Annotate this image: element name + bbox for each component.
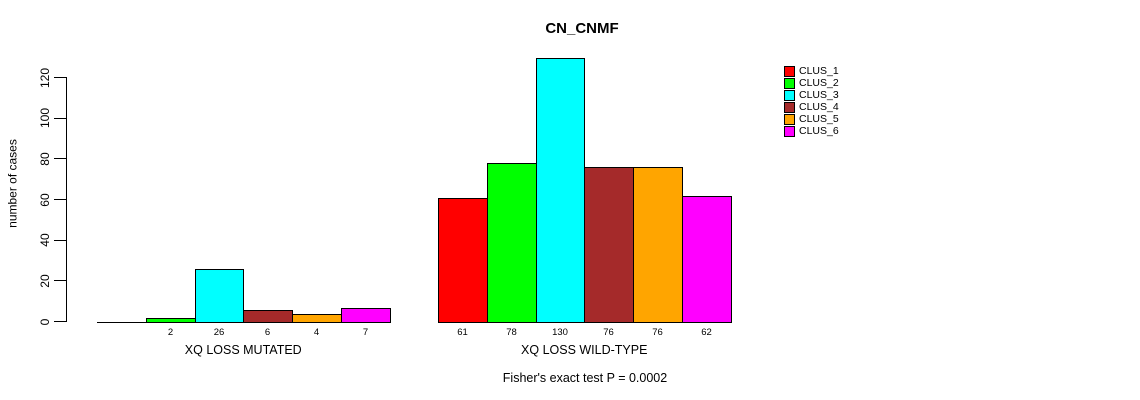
bar-value-label: 2 xyxy=(167,327,174,338)
bar-value-label: 7 xyxy=(362,327,369,338)
bar-value-label: 62 xyxy=(701,327,712,338)
clus_5-swatch-icon xyxy=(784,113,795,125)
bar-clus_3-group2 xyxy=(536,57,585,323)
y-tick-label: 40 xyxy=(38,233,52,247)
y-axis-tick xyxy=(53,199,67,200)
clus_4-swatch-icon xyxy=(784,101,795,113)
legend-label: CLUS_1 xyxy=(799,65,839,77)
y-axis-tick xyxy=(53,117,67,119)
clus_6-swatch-icon xyxy=(784,125,795,137)
legend-label: CLUS_5 xyxy=(799,113,839,125)
legend-item-clus_5: CLUS_5 xyxy=(784,113,839,125)
x-group-label-1: XQ LOSS MUTATED xyxy=(184,343,302,357)
bar-clus_5-group1 xyxy=(292,313,342,323)
y-tick-label: 80 xyxy=(38,152,52,166)
y-tick-label: 120 xyxy=(38,67,52,88)
bar-value-label: 4 xyxy=(313,327,320,338)
y-axis-tick xyxy=(53,321,67,322)
bar-clus_1-group1-zero xyxy=(97,321,147,323)
legend-label: CLUS_4 xyxy=(799,101,839,113)
legend-item-clus_3: CLUS_3 xyxy=(784,89,839,101)
clus_3-swatch-icon xyxy=(784,89,795,101)
bar-value-label: 76 xyxy=(603,327,614,338)
clus_1-swatch-icon xyxy=(784,65,795,77)
y-tick-label: 20 xyxy=(38,274,52,288)
bar-value-label: 78 xyxy=(506,327,517,338)
y-axis-tick xyxy=(53,77,67,78)
bar-clus_2-group1 xyxy=(146,317,196,323)
legend-label: CLUS_6 xyxy=(799,125,839,137)
legend-item-clus_4: CLUS_4 xyxy=(784,101,839,113)
x-group-label-2: XQ LOSS WILD-TYPE xyxy=(521,343,648,357)
y-tick-label: 60 xyxy=(38,192,52,207)
y-axis-tick xyxy=(53,239,67,241)
bar-clus_1-group2 xyxy=(438,197,488,323)
legend-item-clus_6: CLUS_6 xyxy=(784,125,839,137)
bar-clus_5-group2 xyxy=(633,166,683,323)
fisher-test-annotation: Fisher's exact test P = 0.0002 xyxy=(502,371,668,385)
bar-clus_2-group2 xyxy=(487,162,537,323)
y-axis-tick xyxy=(53,158,67,160)
legend-label: CLUS_2 xyxy=(799,77,839,89)
y-tick-label: 100 xyxy=(38,108,52,129)
legend: CLUS_1 CLUS_2 CLUS_3 CLUS_4 CLUS_5 CLUS_6 xyxy=(784,65,839,137)
y-axis-label: number of cases xyxy=(5,139,20,228)
legend-item-clus_1: CLUS_1 xyxy=(784,65,839,77)
bar-clus_4-group1 xyxy=(243,309,293,323)
chart-title: CN_CNMF xyxy=(545,20,619,37)
bar-value-label: 130 xyxy=(552,327,568,338)
bar-clus_3-group1 xyxy=(195,268,244,323)
legend-label: CLUS_3 xyxy=(799,89,839,101)
bar-value-label: 6 xyxy=(264,327,271,338)
bar-value-label: 76 xyxy=(652,327,663,338)
bar-value-label: 61 xyxy=(457,327,468,338)
legend-item-clus_2: CLUS_2 xyxy=(784,77,839,89)
bar-value-label: 26 xyxy=(213,327,225,338)
clus_2-swatch-icon xyxy=(784,77,795,89)
y-axis-tick xyxy=(53,280,67,282)
bar-clus_6-group1 xyxy=(341,307,391,323)
bar-clus_6-group2 xyxy=(682,195,732,323)
y-axis-line xyxy=(66,77,67,322)
bar-clus_4-group2 xyxy=(584,166,634,323)
y-tick-label: 0 xyxy=(38,318,52,325)
